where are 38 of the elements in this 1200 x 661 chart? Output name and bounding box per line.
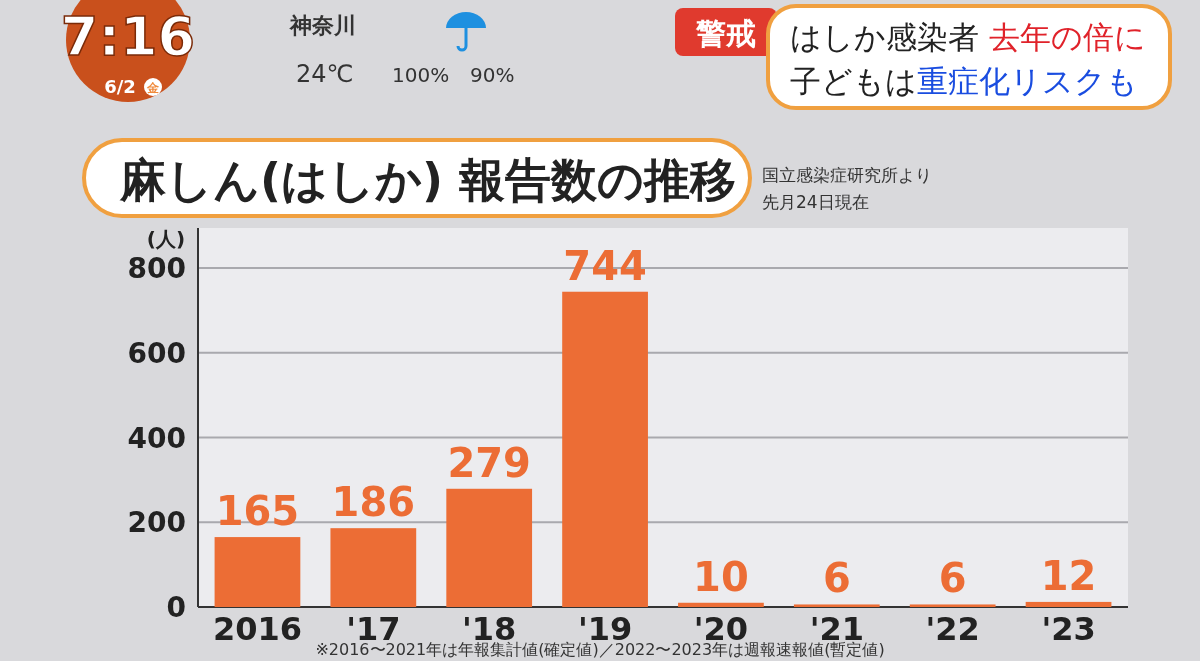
- text: 神奈川: [289, 13, 356, 38]
- text: 重症化リスクも: [917, 63, 1138, 99]
- y-tick-label: 400: [127, 421, 186, 455]
- data-label: 744: [563, 242, 647, 289]
- bar: [562, 291, 648, 607]
- text: 100%: [392, 63, 450, 87]
- chart-title: 麻しん(はしか) 報告数の推移: [119, 153, 737, 207]
- data-label: 10: [693, 553, 749, 600]
- text: 6/2: [104, 76, 136, 97]
- text: 警戒: [695, 16, 756, 51]
- text: 24℃: [296, 60, 354, 88]
- text: 先月24日現在: [762, 192, 869, 212]
- text: 国立感染症研究所より: [762, 165, 932, 185]
- x-tick-label: '23: [1041, 610, 1096, 648]
- data-label: 186: [331, 479, 416, 526]
- bar: [1025, 601, 1112, 607]
- data-label: 165: [215, 488, 300, 535]
- y-tick-label: 200: [127, 506, 186, 540]
- data-label: 279: [447, 439, 531, 486]
- x-tick-label: '22: [925, 610, 980, 648]
- bar: [446, 488, 533, 607]
- bar: [909, 604, 996, 607]
- bar: [214, 537, 301, 607]
- data-label: 12: [1040, 552, 1097, 599]
- y-tick-label: 800: [127, 252, 186, 285]
- data-label: 6: [938, 555, 967, 602]
- bar: [793, 604, 880, 607]
- text: 90%: [470, 63, 515, 87]
- data-label: 6: [822, 555, 851, 602]
- text: 去年の倍に: [979, 19, 1146, 55]
- x-tick-label: 2016: [212, 610, 302, 648]
- y-tick-label: 0: [166, 591, 186, 624]
- text: はしか感染者: [790, 19, 979, 55]
- y-axis-title: (人): [146, 227, 186, 251]
- y-tick-label: 600: [127, 336, 186, 370]
- text: 金: [146, 81, 160, 95]
- bar: [678, 602, 764, 607]
- bar: [330, 528, 417, 607]
